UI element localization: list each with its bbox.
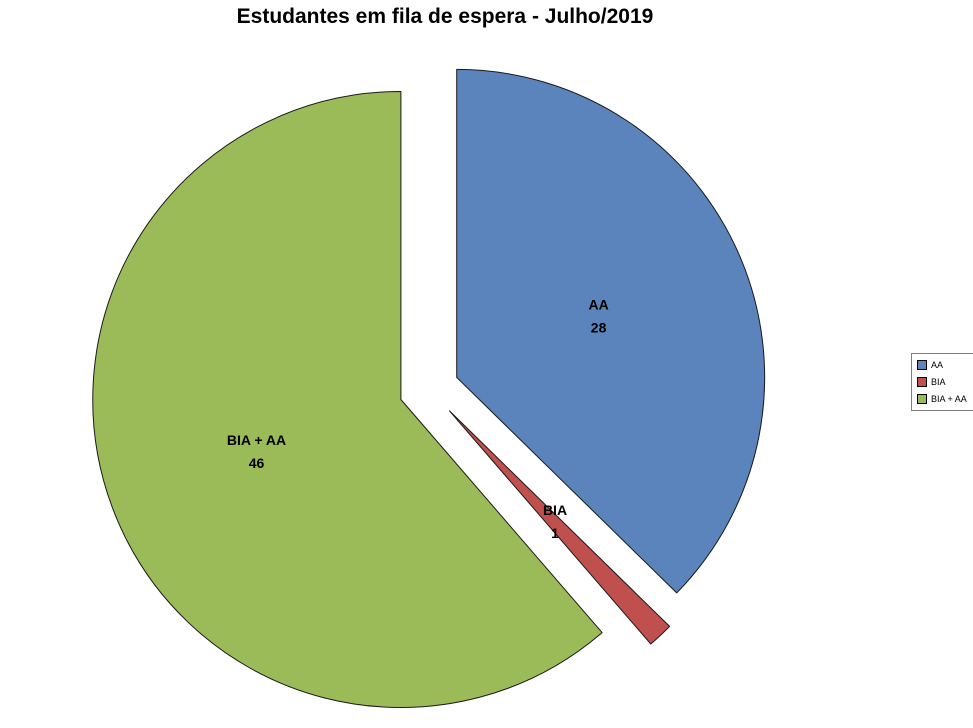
- slice-label-aa: AA 28: [588, 297, 608, 336]
- legend-item-bia: BIA: [917, 377, 967, 387]
- legend: AA BIA BIA + AA: [911, 353, 973, 411]
- slice-label-bia: BIA 1: [543, 502, 567, 541]
- pie-slice-aa: [456, 68, 766, 594]
- legend-swatch-aa-icon: [917, 360, 927, 370]
- legend-swatch-bia-aa-icon: [917, 394, 927, 404]
- chart-title: Estudantes em fila de espera - Julho/201…: [236, 5, 654, 28]
- slice-label-bia-aa: BIA + AA 46: [227, 432, 286, 471]
- legend-item-aa: AA: [917, 360, 967, 370]
- legend-item-bia-aa: BIA + AA: [917, 394, 967, 404]
- legend-label-bia: BIA: [931, 377, 946, 387]
- pie-slice-bia: [449, 410, 671, 645]
- pie-slice-bia-aa: [92, 91, 603, 708]
- legend-swatch-bia-icon: [917, 377, 927, 387]
- legend-label-aa: AA: [931, 360, 944, 370]
- legend-label-bia-aa: BIA + AA: [931, 394, 967, 404]
